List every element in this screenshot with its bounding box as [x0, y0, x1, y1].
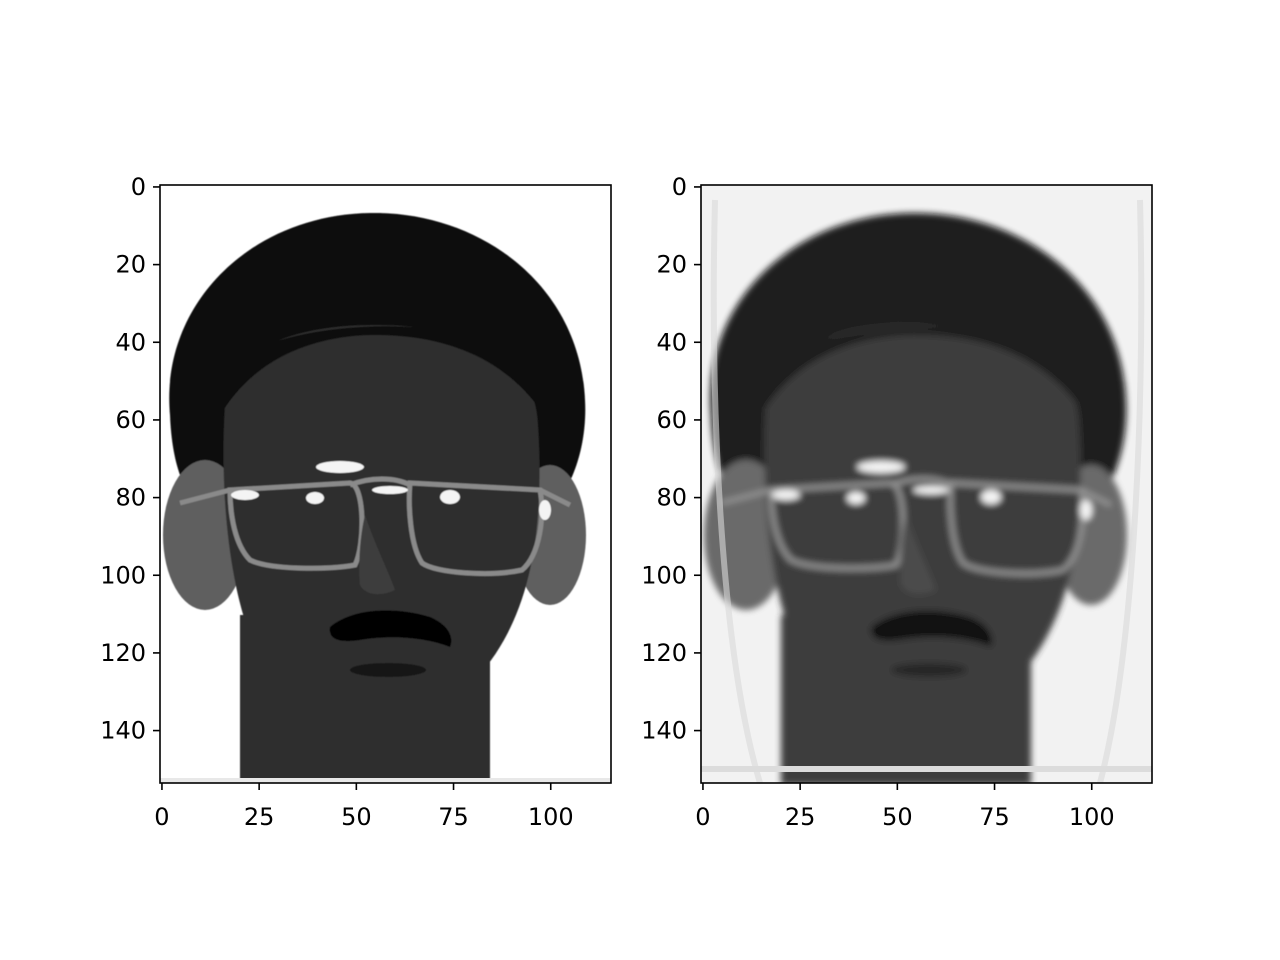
x-tick-label: 75 — [438, 803, 469, 831]
panel-original: 0 25 50 75 100 0 20 40 60 80 100 120 140 — [100, 173, 612, 831]
x-tick-label: 50 — [341, 803, 372, 831]
y-tick-label: 40 — [115, 328, 146, 356]
y-tick-label: 100 — [100, 561, 146, 589]
x-tick-label: 100 — [1069, 803, 1115, 831]
y-tick-label: 40 — [656, 328, 687, 356]
ticks-original: 0 25 50 75 100 0 20 40 60 80 100 120 140 — [100, 173, 573, 831]
y-tick-label: 80 — [115, 484, 146, 512]
y-tick-label: 60 — [656, 406, 687, 434]
x-tick-label: 25 — [785, 803, 816, 831]
y-tick-label: 80 — [656, 484, 687, 512]
x-tick-label: 75 — [979, 803, 1010, 831]
x-tick-label: 0 — [154, 803, 169, 831]
y-tick-label: 20 — [115, 251, 146, 279]
panel-reconstruction: 0 25 50 75 100 0 20 40 60 80 100 120 140 — [641, 173, 1153, 831]
x-tick-label: 25 — [244, 803, 275, 831]
y-tick-label: 140 — [641, 717, 687, 745]
x-tick-label: 100 — [528, 803, 574, 831]
y-tick-label: 120 — [641, 639, 687, 667]
y-tick-label: 60 — [115, 406, 146, 434]
y-tick-label: 100 — [641, 561, 687, 589]
ticks-reconstruction: 0 25 50 75 100 0 20 40 60 80 100 120 140 — [641, 173, 1114, 831]
axes-frame-original — [159, 184, 612, 784]
y-tick-label: 140 — [100, 717, 146, 745]
y-tick-label: 120 — [100, 639, 146, 667]
x-tick-label: 0 — [695, 803, 710, 831]
y-tick-label: 20 — [656, 251, 687, 279]
y-tick-label: 0 — [131, 173, 146, 201]
y-tick-label: 0 — [672, 173, 687, 201]
axes-frame-reconstruction — [700, 184, 1153, 784]
x-tick-label: 50 — [882, 803, 913, 831]
